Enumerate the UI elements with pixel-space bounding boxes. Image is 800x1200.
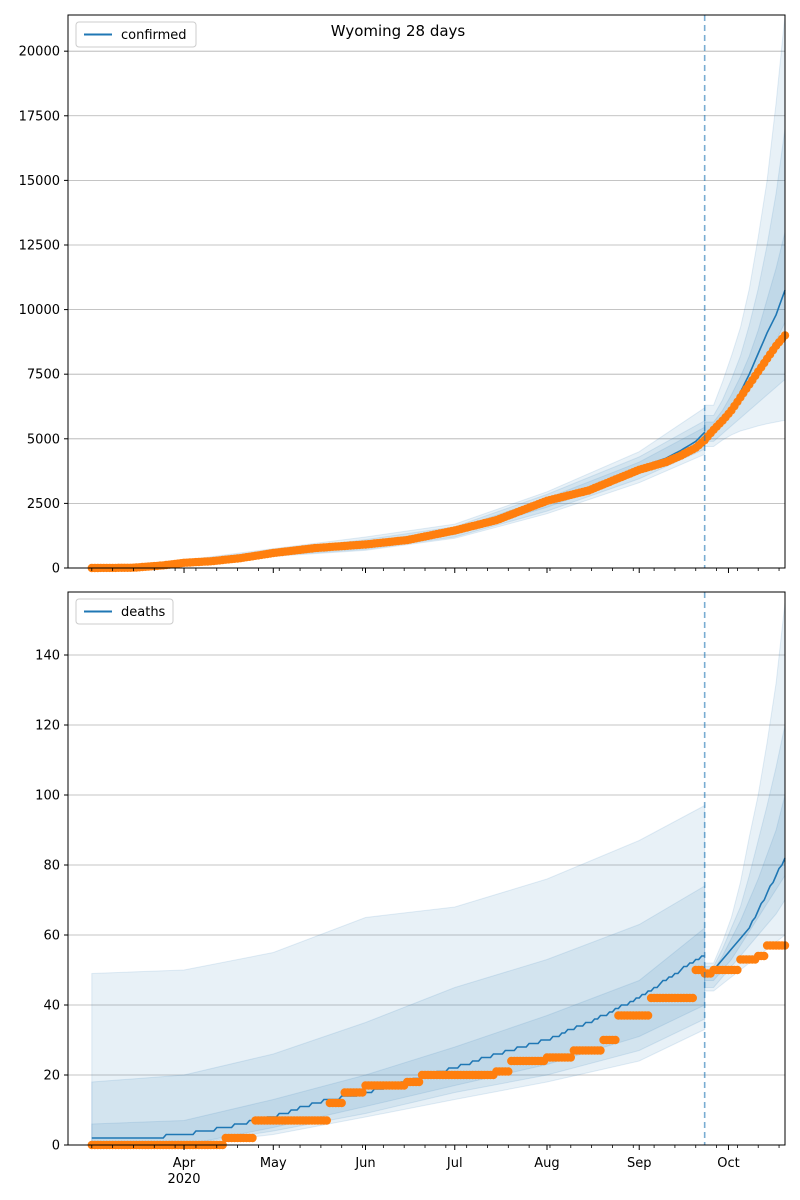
confirmed-ytick-label: 12500 <box>19 238 60 253</box>
deaths-observed-point <box>733 965 742 975</box>
confirmed-legend: confirmed <box>75 21 197 48</box>
confirmed-ytick-label: 5000 <box>27 432 60 447</box>
confirmed-ytick-label: 10000 <box>19 303 60 318</box>
deaths-observed-point <box>322 1116 331 1125</box>
deaths-observed-point <box>596 1046 605 1055</box>
deaths-observed-point <box>358 1088 367 1097</box>
xtick-label: Oct <box>717 1156 739 1171</box>
deaths-observed-point <box>566 1053 575 1062</box>
deaths-ytick-label: 120 <box>35 719 60 734</box>
deaths-ytick-label: 140 <box>35 649 60 664</box>
deaths-ytick-label: 0 <box>52 1139 60 1154</box>
deaths-observed-point <box>414 1077 424 1087</box>
confirmed-bands <box>91 14 786 569</box>
confirmed-y-axis: 0 2500 5000 7500 10000 12500 15000 17500 20000 <box>19 45 68 577</box>
deaths-ytick-label: 80 <box>43 859 60 874</box>
xtick-label: Sep <box>627 1156 652 1171</box>
deaths-ytick-label: 100 <box>35 789 60 804</box>
deaths-legend-box <box>75 598 174 625</box>
xtick-label: Jun <box>354 1156 375 1171</box>
confirmed-model-line <box>91 431 706 569</box>
confirmed-observed-layer <box>87 331 790 573</box>
xtick-label: Apr <box>173 1156 196 1171</box>
deaths-legend-label: deaths <box>121 605 166 620</box>
confirmed-x-axis <box>91 568 780 573</box>
confirmed-ytick-label: 0 <box>52 562 60 577</box>
confirmed-ytick-label: 20000 <box>19 45 60 60</box>
deaths-observed-point <box>337 1098 346 1108</box>
confirmed-legend-label: confirmed <box>121 28 187 43</box>
confirmed-axes-frame <box>67 14 786 569</box>
confirmed-ytick-label: 17500 <box>19 109 60 124</box>
xtick-label: Aug <box>534 1156 559 1171</box>
deaths-observed-point <box>688 993 697 1003</box>
xtick-label: May <box>260 1156 287 1171</box>
chart-title: Wyoming 28 days <box>331 22 466 40</box>
deaths-y-axis: 0 20 40 60 80 100 120 140 <box>35 649 68 1154</box>
confirmed-ytick-label: 15000 <box>19 174 60 189</box>
deaths-observed-point <box>611 1035 620 1045</box>
confirmed-ytick-label: 2500 <box>27 497 60 512</box>
deaths-grid <box>68 654 785 1076</box>
deaths-observed-point <box>643 1011 653 1020</box>
confirmed-legend-box <box>75 21 197 48</box>
confirmed-panel: 0 2500 5000 7500 10000 12500 15000 17500 20000 W… <box>19 14 790 577</box>
deaths-ytick-label: 20 <box>43 1069 60 1084</box>
confirmed-inner-band-fit <box>91 426 706 569</box>
deaths-model-line <box>712 857 786 971</box>
confirmed-grid <box>68 50 785 504</box>
deaths-bands <box>91 602 786 1146</box>
deaths-legend: deaths <box>75 598 174 625</box>
deaths-ytick-label: 60 <box>43 929 60 944</box>
confirmed-ytick-label: 7500 <box>27 368 60 383</box>
deaths-ytick-label: 40 <box>43 999 60 1014</box>
deaths-axes-frame <box>67 591 786 1146</box>
deaths-observed-point <box>760 951 769 961</box>
deaths-observed-point <box>504 1067 513 1076</box>
xtick-year-label: 2020 <box>167 1172 200 1187</box>
deaths-observed-point <box>248 1133 257 1143</box>
xtick-label: Jul <box>446 1156 463 1171</box>
